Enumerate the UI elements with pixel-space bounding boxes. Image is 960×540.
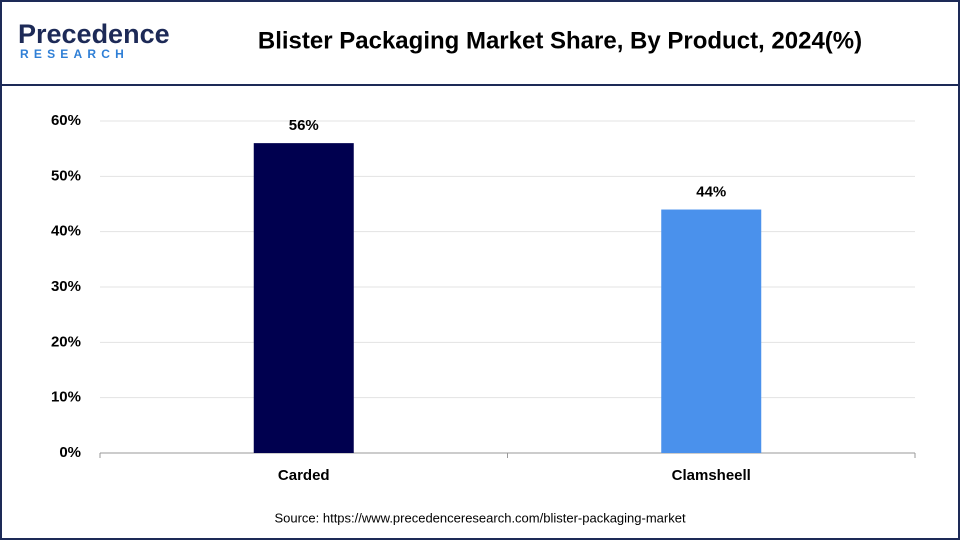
y-tick-label: 10% <box>51 389 81 406</box>
logo-name: Precedence <box>18 19 170 49</box>
bar <box>253 143 354 453</box>
source-note: Source: https://www.precedenceresearch.c… <box>274 510 686 525</box>
x-tick-label: Carded <box>278 467 330 484</box>
logo-tagline: RESEARCH <box>20 47 129 61</box>
chart-title: Blister Packaging Market Share, By Produ… <box>258 27 862 54</box>
y-tick-label: 30% <box>51 278 81 295</box>
logo: Precedence RESEARCH <box>18 19 170 61</box>
bar <box>661 209 762 453</box>
y-tick-label: 40% <box>51 223 81 240</box>
y-tick-label: 20% <box>51 333 81 350</box>
data-label: 56% <box>289 117 319 134</box>
y-tick-label: 60% <box>51 112 81 129</box>
x-tick-label: Clamsheell <box>672 467 751 484</box>
data-label: 44% <box>696 184 726 201</box>
y-tick-label: 0% <box>59 444 81 461</box>
y-tick-label: 50% <box>51 167 81 184</box>
